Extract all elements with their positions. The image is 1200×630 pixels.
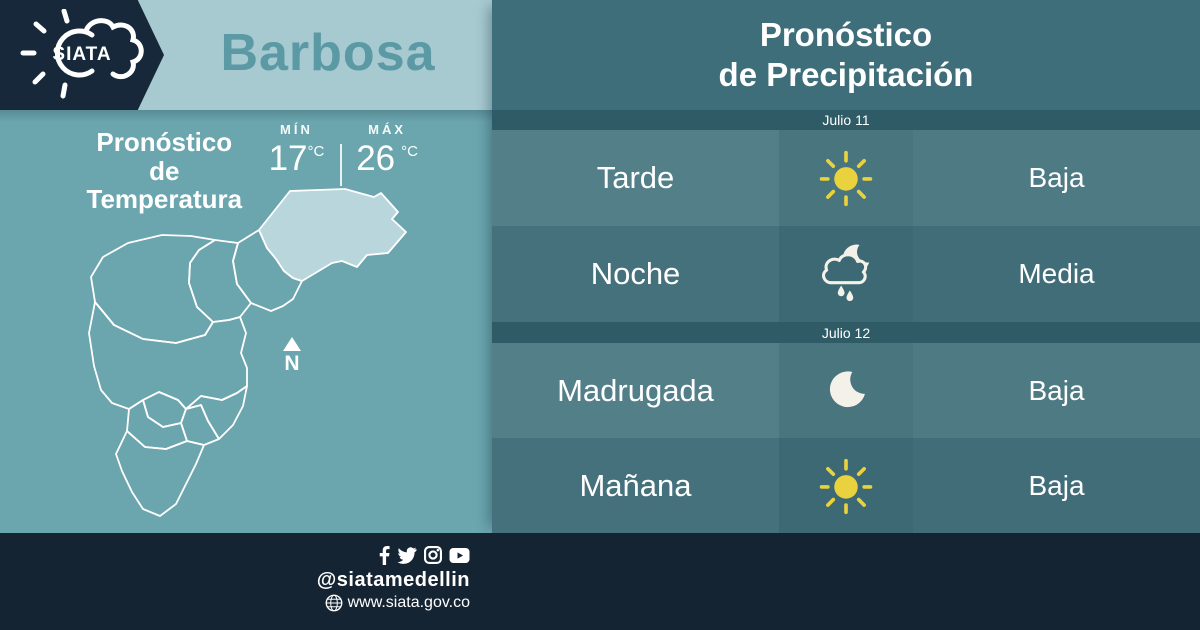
social-handle: @siatamedellin [316, 569, 470, 591]
date-band: Julio 12 [492, 322, 1200, 343]
precipitation-panel: Pronóstico de Precipitación Julio 11 Tar… [492, 0, 1200, 533]
twitter-icon [397, 546, 417, 564]
forecast-row-noche: Noche Media [492, 226, 1200, 322]
temperature-forecast: Pronóstico de Temperatura MÍN 17°C MÁX 2… [78, 122, 419, 215]
forecast-row-manana: Mañana Baja [492, 438, 1200, 533]
website-row: www.siata.gov.co [317, 594, 470, 612]
temperature-max: MÁX 26 °C [356, 122, 418, 192]
siata-banner: SIATA [0, 0, 164, 110]
period-label: Madrugada [492, 343, 779, 438]
min-label: MÍN [280, 122, 313, 137]
precipitation-title: Pronóstico de Precipitación [492, 0, 1200, 110]
level-value: Baja [913, 343, 1200, 438]
temperature-min: MÍN 17°C [269, 122, 325, 192]
header-left: Barbosa SIATA [0, 0, 492, 122]
level-value: Media [913, 226, 1200, 322]
forecast-row-madrugada: Madrugada Baja [492, 343, 1200, 438]
level-value: Baja [913, 438, 1200, 533]
youtube-icon [449, 547, 470, 563]
siata-sun-cloud-icon: SIATA [20, 9, 144, 99]
max-value: 26 °C [356, 139, 418, 178]
moon-icon [829, 370, 865, 407]
period-label: Noche [492, 226, 779, 322]
municipality-envigado [185, 385, 248, 440]
municipality-la-estrella [126, 399, 188, 450]
max-label: MÁX [368, 122, 407, 137]
municipality-title: Barbosa [220, 24, 436, 82]
period-label: Tarde [492, 130, 779, 226]
municipality-itagui [142, 391, 187, 428]
municipality-copacabana [188, 239, 252, 323]
temperature-title: Pronóstico de Temperatura [86, 127, 243, 215]
svg-text:SIATA: SIATA [52, 44, 111, 65]
municipality-bello [90, 234, 216, 344]
sun-icon [819, 458, 873, 514]
north-arrow-icon: N [283, 337, 301, 375]
forecast-row-tarde: Tarde Baja [492, 130, 1200, 226]
aburra-valley-map: N [88, 188, 407, 517]
social-block: @siatamedellin www.siata.gov.co [317, 545, 470, 612]
municipality-barbosa-highlighted [258, 188, 407, 282]
facebook-icon [379, 545, 390, 565]
instagram-icon [424, 546, 442, 564]
sun-icon [819, 150, 873, 207]
globe-icon [325, 594, 342, 612]
temperature-divider [340, 144, 343, 186]
website-url: www.siata.gov.co [347, 594, 470, 611]
municipality-medellin [88, 301, 248, 410]
footer: @siatamedellin www.siata.gov.co Con el a… [0, 533, 1200, 630]
period-label: Mañana [492, 438, 779, 533]
municipality-caldas [115, 430, 205, 517]
rain-moon-icon [822, 244, 870, 302]
svg-text:N: N [284, 352, 299, 375]
min-value: 17°C [268, 139, 325, 178]
level-value: Baja [913, 130, 1200, 226]
date-band: Julio 11 [492, 110, 1200, 130]
